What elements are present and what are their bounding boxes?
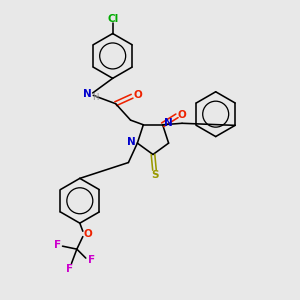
Text: N: N: [164, 118, 173, 128]
Text: O: O: [133, 90, 142, 100]
Text: H: H: [92, 93, 98, 102]
Text: N: N: [127, 136, 136, 147]
Text: N: N: [83, 89, 92, 100]
Text: F: F: [88, 255, 95, 265]
Text: O: O: [178, 110, 187, 120]
Text: O: O: [84, 229, 93, 238]
Text: Cl: Cl: [107, 14, 118, 24]
Text: F: F: [54, 240, 61, 250]
Text: S: S: [152, 170, 159, 180]
Text: F: F: [66, 264, 74, 274]
